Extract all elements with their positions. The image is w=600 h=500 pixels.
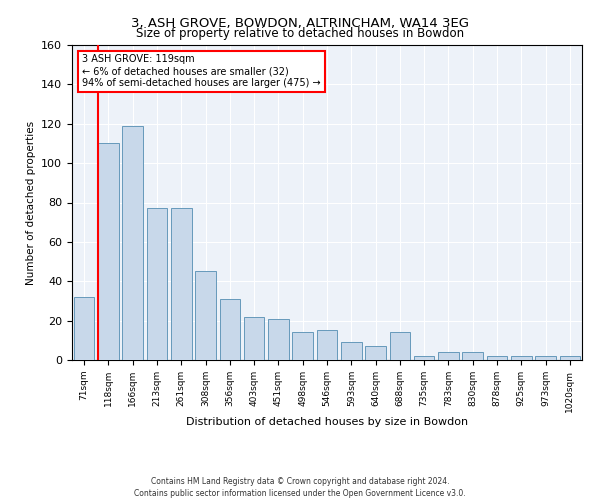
Bar [74,297,94,360]
Bar [463,352,483,360]
Bar [535,356,556,360]
Bar [414,356,434,360]
Text: Contains HM Land Registry data © Crown copyright and database right 2024.
Contai: Contains HM Land Registry data © Crown c… [134,476,466,498]
Bar [122,126,143,360]
Bar [438,352,459,360]
Bar [389,332,410,360]
Bar [268,318,289,360]
Bar [146,208,167,360]
Bar [220,299,240,360]
Text: 3, ASH GROVE, BOWDON, ALTRINCHAM, WA14 3EG: 3, ASH GROVE, BOWDON, ALTRINCHAM, WA14 3… [131,18,469,30]
Bar [341,342,362,360]
Bar [317,330,337,360]
Text: Size of property relative to detached houses in Bowdon: Size of property relative to detached ho… [136,28,464,40]
Bar [292,332,313,360]
Bar [195,272,216,360]
X-axis label: Distribution of detached houses by size in Bowdon: Distribution of detached houses by size … [186,418,468,428]
Bar [244,316,265,360]
Y-axis label: Number of detached properties: Number of detached properties [26,120,35,284]
Bar [171,208,191,360]
Text: 3 ASH GROVE: 119sqm
← 6% of detached houses are smaller (32)
94% of semi-detache: 3 ASH GROVE: 119sqm ← 6% of detached hou… [82,54,321,88]
Bar [487,356,508,360]
Bar [98,144,119,360]
Bar [365,346,386,360]
Bar [560,356,580,360]
Bar [511,356,532,360]
